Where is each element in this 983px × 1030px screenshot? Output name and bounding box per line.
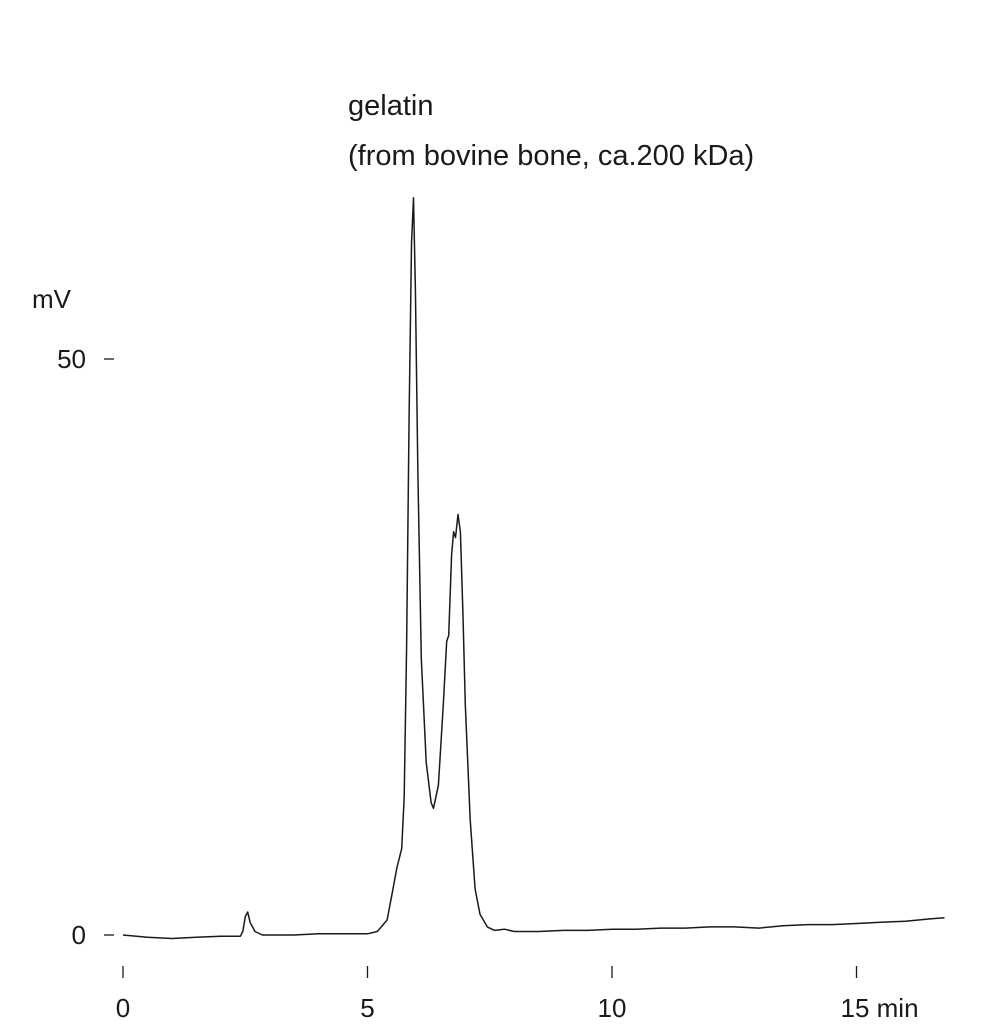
y-axis-label: mV <box>32 284 71 314</box>
y-tick-label: 50 <box>57 344 86 374</box>
chart-title: gelatin <box>348 90 434 122</box>
x-tick-label: 5 <box>360 993 374 1023</box>
chromatogram-trace <box>122 196 945 940</box>
chart-subtitle: (from bovine bone, ca.200 kDa) <box>348 140 755 172</box>
x-tick-label: 10 <box>598 993 627 1023</box>
x-tick-label: 15 min <box>841 993 919 1023</box>
y-tick-label: 0 <box>72 920 86 950</box>
x-tick-label: 0 <box>116 993 130 1023</box>
